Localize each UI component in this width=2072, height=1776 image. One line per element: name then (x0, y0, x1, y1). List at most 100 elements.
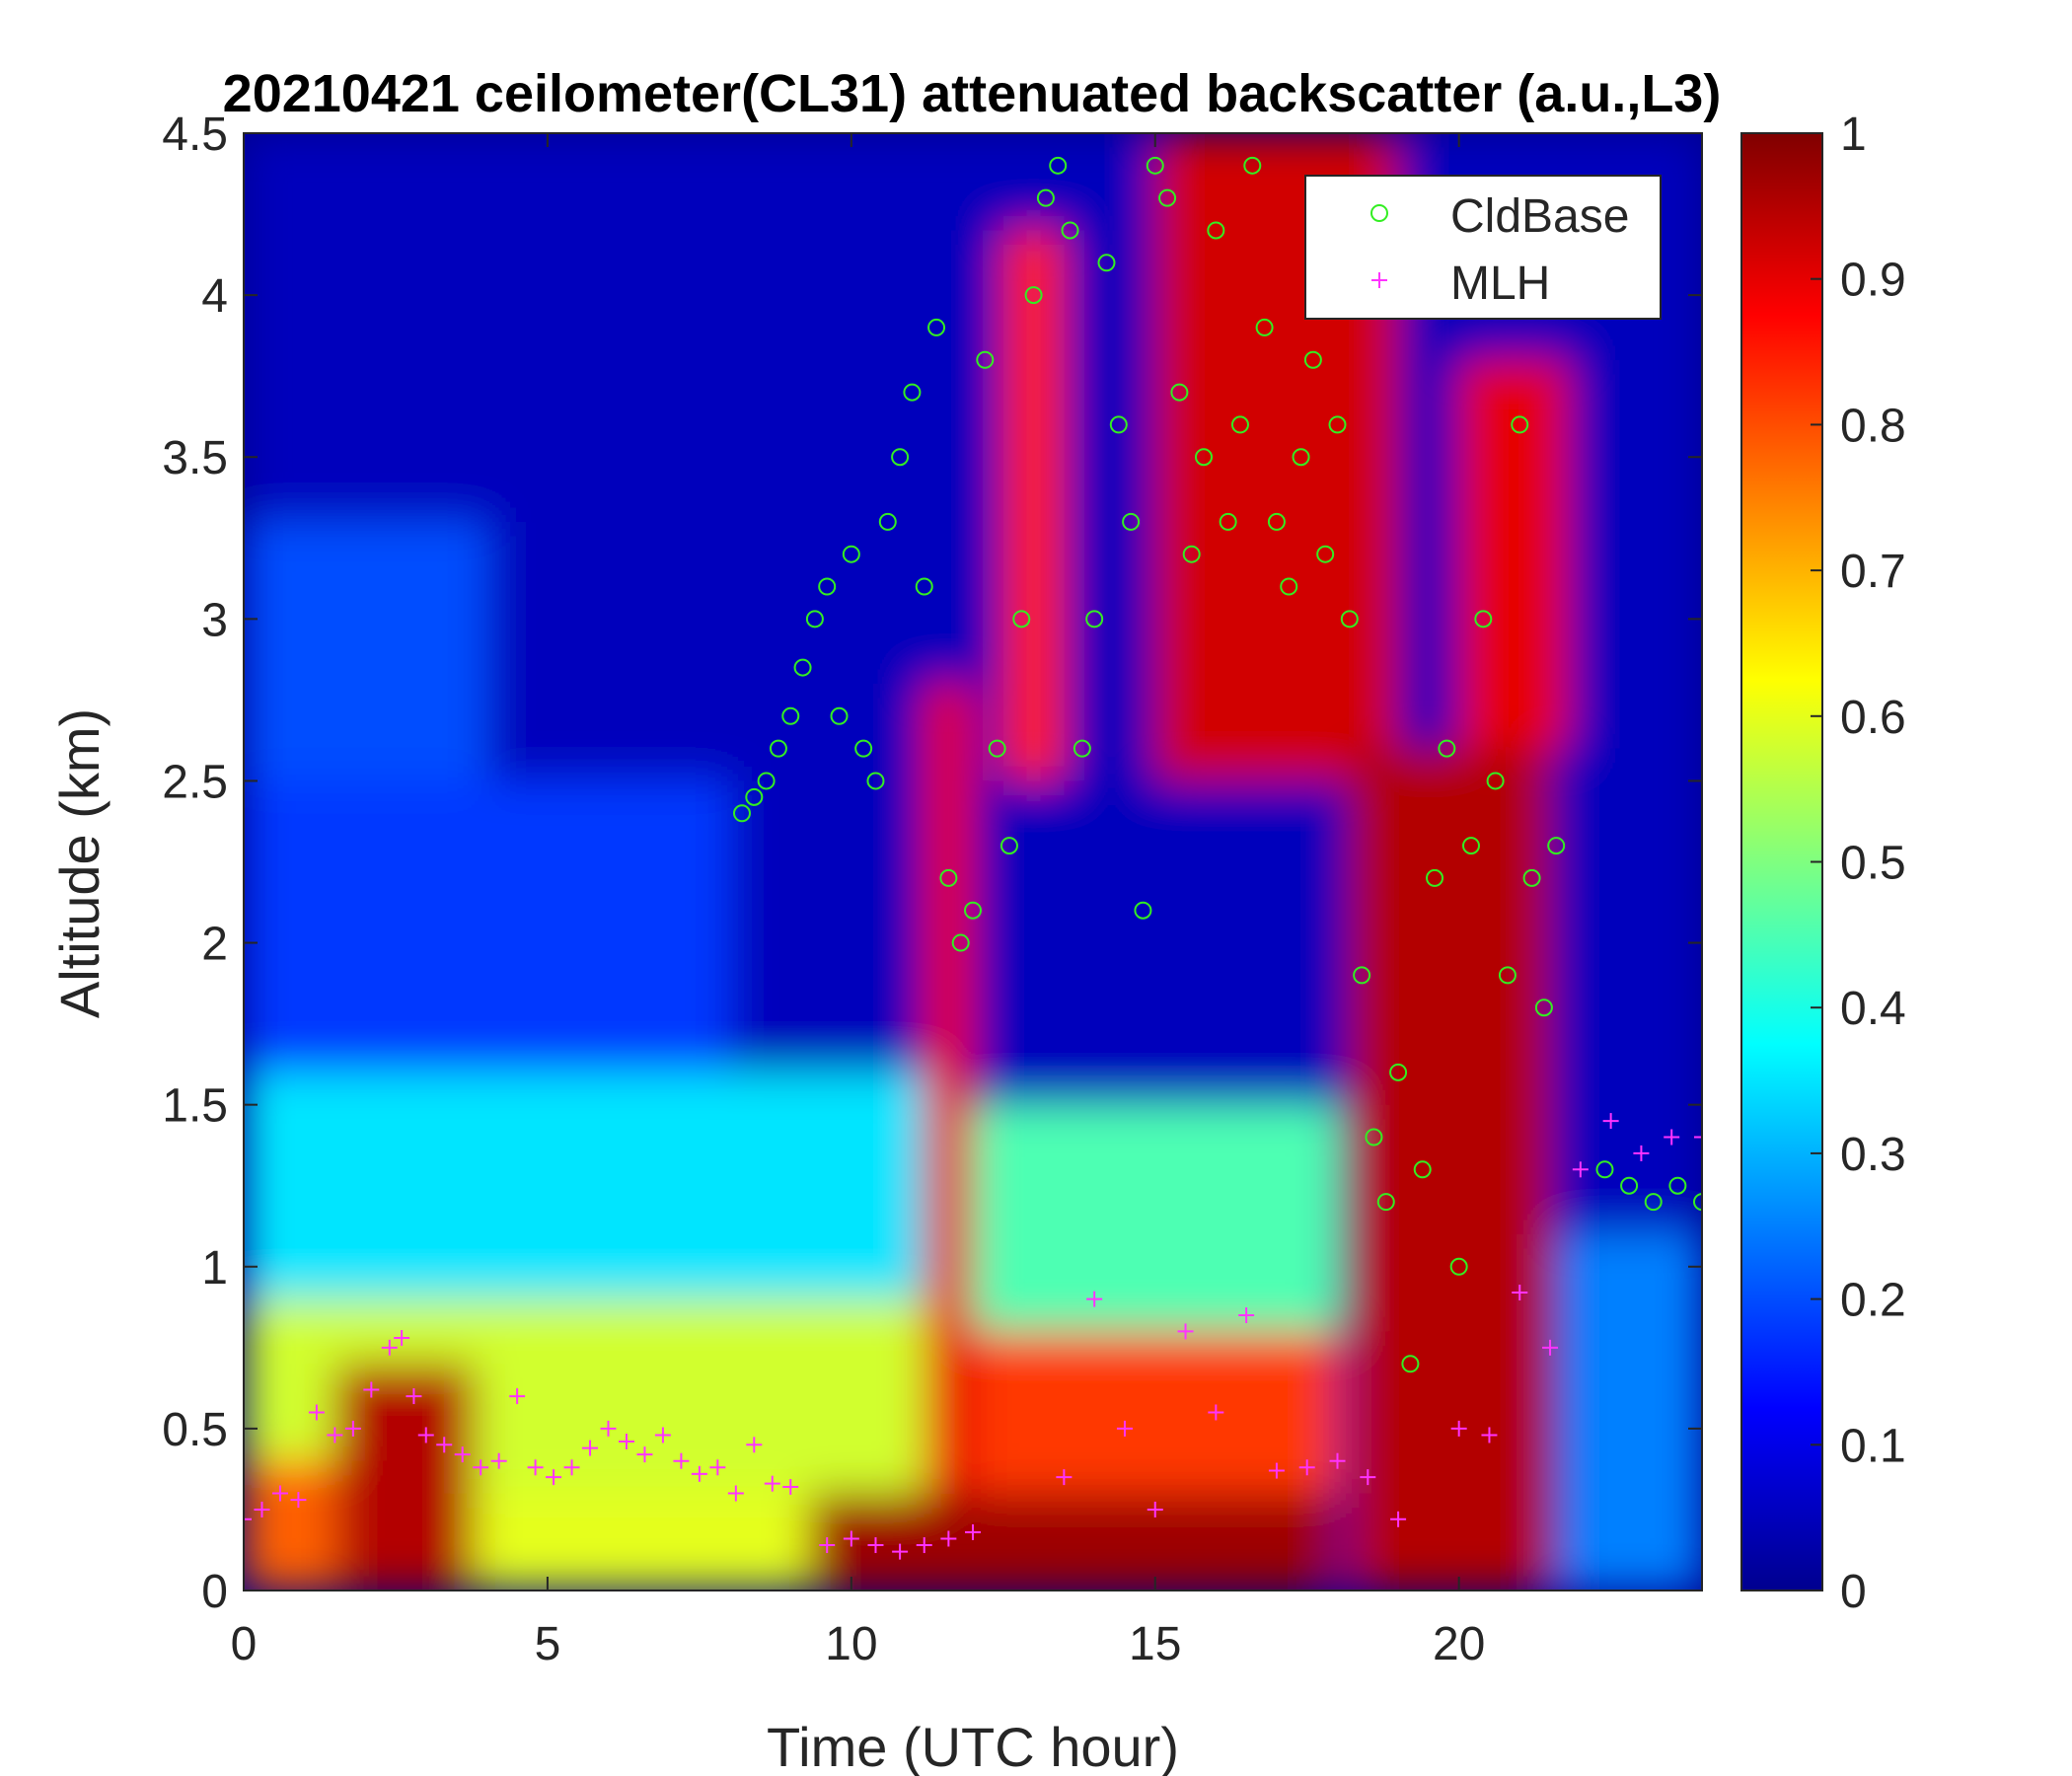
y-tick-label: 4 (201, 270, 228, 323)
mlh-point (363, 1381, 380, 1398)
mlh-point (764, 1475, 780, 1492)
y-tick-label: 4.5 (162, 109, 228, 161)
cldbase-point (1036, 188, 1055, 207)
cldbase-point (1122, 512, 1141, 531)
mlh-point (1147, 1501, 1163, 1517)
mlh-point (290, 1492, 307, 1509)
cldbase-point (999, 837, 1018, 855)
mlh-point (940, 1530, 957, 1547)
heatmap-cell-15 (1002, 230, 1065, 781)
mlh-point (490, 1452, 507, 1469)
x-tick-label: 5 (535, 1618, 561, 1670)
cldbase-point (1061, 221, 1079, 240)
cldbase-point (1230, 415, 1249, 434)
cldbase-point (830, 706, 849, 725)
mlh-point (271, 1485, 288, 1502)
cldbase-point (818, 577, 837, 596)
heatmap-cell-14 (1562, 1233, 1702, 1591)
cldbase-point (1461, 837, 1480, 855)
mlh-point (843, 1530, 859, 1547)
mlh-point (1542, 1339, 1559, 1356)
cldbase-point (878, 512, 897, 531)
x-tick-label: 20 (1433, 1618, 1485, 1670)
mlh-point (709, 1459, 726, 1476)
mlh-point (600, 1420, 617, 1437)
colorbar-tick-label: 0.1 (1840, 1420, 1906, 1472)
cldbase-point (1365, 1128, 1383, 1147)
cldbase-point (1413, 1160, 1432, 1179)
colorbar-tick-label: 0.6 (1840, 692, 1906, 744)
cldbase-point (1644, 1193, 1663, 1212)
mlh-point (1572, 1161, 1589, 1178)
cldbase-point (1243, 156, 1262, 175)
cldbase-point (793, 658, 812, 677)
mlh-point (582, 1440, 599, 1456)
mlh-point (244, 1511, 252, 1527)
y-tick-label: 1 (201, 1242, 228, 1295)
cldbase-point (1109, 415, 1128, 434)
cldbase-point (781, 706, 800, 725)
cldbase-point (1376, 1193, 1395, 1212)
mlh-point (819, 1537, 836, 1554)
cldbase-point (1340, 610, 1359, 629)
cldbase-point (854, 739, 873, 758)
cldbase-point (1073, 739, 1091, 758)
mlh-point (1694, 1129, 1702, 1146)
cldbase-point (1668, 1176, 1687, 1195)
cldbase-point (1474, 610, 1493, 629)
mlh-point (1056, 1469, 1073, 1486)
cldbase-point (1498, 966, 1517, 985)
colorbar-tick-label: 0.9 (1840, 255, 1906, 307)
cldbase-point (1511, 415, 1529, 434)
mlh-point (892, 1543, 909, 1560)
mlh-point (746, 1437, 763, 1453)
mlh-point (417, 1427, 434, 1443)
y-tick-label: 0.5 (162, 1404, 228, 1456)
mlh-point (1208, 1404, 1224, 1421)
cldbase-point (1316, 545, 1335, 563)
heatmap-cell-9 (973, 1331, 1338, 1494)
mlh-point (381, 1339, 398, 1356)
y-tick-label: 2 (201, 919, 228, 971)
mlh-point (867, 1537, 884, 1554)
mlh-point (327, 1427, 343, 1443)
cldbase-point (951, 933, 970, 952)
mlh-point (1481, 1427, 1498, 1443)
cldbase-point (1292, 448, 1310, 467)
mlh-point (1390, 1511, 1407, 1527)
legend-marker-cldbase (1370, 204, 1388, 222)
mlh-point (782, 1478, 799, 1495)
mlh-point (1298, 1459, 1315, 1476)
backscatter-heatmap (244, 133, 1702, 1591)
mlh-point (654, 1427, 671, 1443)
cldbase-point (842, 545, 860, 563)
chart-title: 20210421 ceilometer(CL31) attenuated bac… (223, 64, 1722, 123)
cldbase-point (1401, 1355, 1420, 1373)
colorbar-tick-label: 0.8 (1840, 400, 1906, 452)
cldbase-point (891, 448, 910, 467)
mlh-point (1086, 1291, 1103, 1307)
mlh-point (454, 1446, 471, 1463)
cldbase-point (1219, 512, 1237, 531)
heatmap-cell-16 (924, 683, 973, 1494)
cldbase-point (1267, 512, 1286, 531)
colorbar-tick-label: 0 (1840, 1566, 1867, 1618)
mlh-point (394, 1329, 410, 1346)
y-axis-label: Altitude (km) (48, 708, 111, 1018)
mlh-point (1360, 1469, 1376, 1486)
cldbase-point (988, 739, 1006, 758)
mlh-point (1238, 1307, 1255, 1324)
x-axis-label: Time (UTC hour) (767, 1716, 1179, 1776)
legend-box (1304, 175, 1662, 320)
cldbase-point (964, 901, 982, 920)
legend: CldBase MLH (1304, 175, 1662, 320)
mlh-point (254, 1501, 270, 1517)
cldbase-point (1280, 577, 1298, 596)
cldbase-point (1620, 1176, 1639, 1195)
cldbase-point (1024, 286, 1043, 305)
legend-label-cldbase: CldBase (1450, 190, 1629, 243)
mlh-point (509, 1388, 526, 1405)
mlh-point (344, 1420, 361, 1437)
heatmap-cell-8 (808, 1493, 1338, 1591)
